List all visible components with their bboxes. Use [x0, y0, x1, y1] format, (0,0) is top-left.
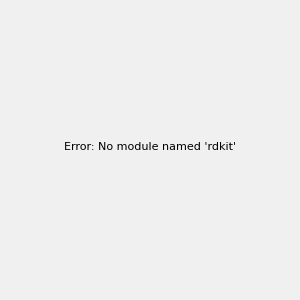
- Text: Error: No module named 'rdkit': Error: No module named 'rdkit': [64, 142, 236, 152]
